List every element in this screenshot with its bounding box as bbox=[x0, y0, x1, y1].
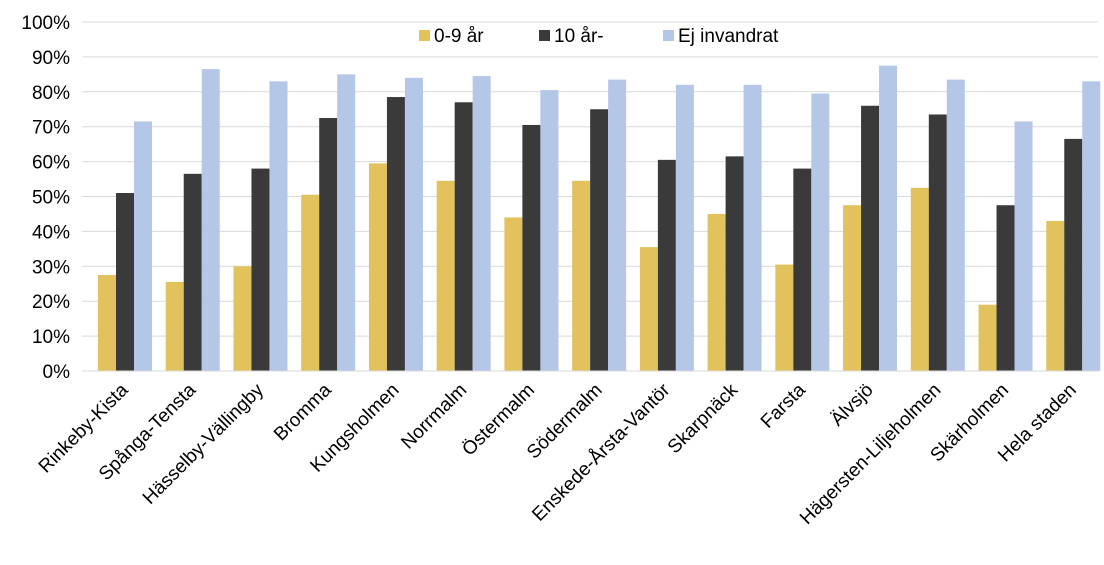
x-tick-label: Farsta bbox=[757, 379, 810, 432]
bar bbox=[1082, 81, 1101, 371]
bar bbox=[454, 102, 473, 372]
bar bbox=[540, 90, 559, 372]
bar bbox=[522, 124, 541, 371]
bar bbox=[590, 109, 609, 371]
y-tick-label: 20% bbox=[32, 292, 70, 313]
y-tick-label: 10% bbox=[32, 327, 70, 348]
bar bbox=[946, 79, 965, 372]
bar bbox=[910, 187, 929, 371]
bar bbox=[639, 247, 658, 371]
bar bbox=[436, 180, 455, 371]
y-tick-label: 50% bbox=[32, 188, 70, 209]
legend-swatch bbox=[663, 30, 674, 41]
y-tick-label: 60% bbox=[32, 153, 70, 174]
y-tick-label: 80% bbox=[32, 83, 70, 104]
bar bbox=[472, 76, 491, 371]
y-tick-label: 0% bbox=[43, 362, 71, 383]
x-tick-label: Hägersten-Liljeholmen bbox=[796, 380, 945, 529]
bar bbox=[98, 275, 116, 371]
y-tick-label: 30% bbox=[32, 257, 70, 278]
legend-label: Ej invandrat bbox=[678, 26, 779, 47]
bar bbox=[775, 264, 794, 371]
x-tick-label: Bromma bbox=[270, 379, 336, 445]
bar bbox=[1064, 138, 1083, 371]
bar bbox=[337, 74, 356, 371]
bar bbox=[165, 282, 184, 371]
bar bbox=[743, 84, 762, 371]
y-axis: 0% 10% 20% 30% 40% 50% 60% 70% 80% 90% 100% bbox=[21, 13, 70, 383]
bar bbox=[572, 180, 591, 371]
legend-label: 10 år- bbox=[554, 26, 604, 47]
bar bbox=[1014, 121, 1033, 371]
y-tick-label: 90% bbox=[32, 48, 70, 69]
legend-label: 0-9 år bbox=[434, 26, 484, 47]
legend: 0-9 år 10 år- Ej invandrat bbox=[419, 26, 779, 47]
bar bbox=[608, 79, 627, 372]
bar bbox=[269, 81, 288, 371]
bar bbox=[657, 159, 676, 371]
bars bbox=[98, 65, 1101, 372]
bar bbox=[201, 69, 220, 372]
bar bbox=[368, 163, 387, 371]
bar bbox=[675, 84, 694, 371]
bar bbox=[251, 168, 270, 371]
bar bbox=[707, 213, 726, 371]
bar bbox=[134, 121, 152, 371]
y-tick-label: 100% bbox=[21, 13, 70, 34]
legend-swatch bbox=[419, 30, 430, 41]
bar bbox=[386, 97, 405, 371]
bar bbox=[879, 65, 898, 371]
bar bbox=[928, 114, 947, 372]
legend-swatch bbox=[539, 30, 550, 41]
bar bbox=[404, 77, 423, 371]
bar bbox=[116, 193, 134, 371]
x-axis: Rinkeby-KistaSpånga-TenstaHässelby-Välli… bbox=[35, 370, 1098, 529]
bar bbox=[725, 156, 744, 371]
x-tick-label: Älvsjö bbox=[827, 380, 878, 431]
bar bbox=[978, 304, 997, 371]
bar bbox=[996, 205, 1015, 371]
bar bbox=[793, 168, 812, 371]
bar bbox=[183, 173, 202, 371]
bar bbox=[861, 105, 880, 371]
bar bbox=[811, 93, 830, 372]
y-tick-label: 40% bbox=[32, 222, 70, 243]
x-tick-label: Skarpnäck bbox=[664, 379, 743, 458]
bar bbox=[319, 117, 338, 371]
bar bbox=[233, 266, 252, 371]
x-tick-label: Hässelby-Vällingby bbox=[139, 379, 268, 508]
bar bbox=[504, 217, 523, 371]
x-tick-label: Enskede-Årsta-Vantör bbox=[528, 379, 675, 526]
bar bbox=[1046, 220, 1065, 371]
bar bbox=[301, 194, 320, 371]
y-tick-label: 70% bbox=[32, 118, 70, 139]
bar bbox=[843, 205, 862, 371]
